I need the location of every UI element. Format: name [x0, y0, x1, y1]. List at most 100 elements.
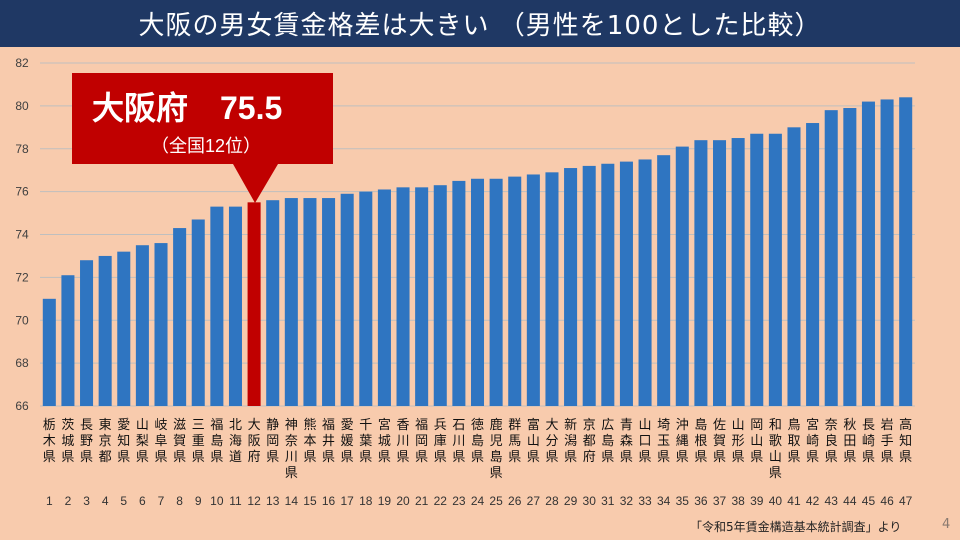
y-tick-label: 82 [15, 56, 29, 70]
bar [861, 101, 875, 407]
callout-sub: （全国12位） [151, 136, 261, 156]
bar [452, 180, 466, 406]
x-tick-label: 長崎県 [862, 418, 875, 465]
bar [731, 138, 745, 406]
x-tick-label: 宮崎県 [806, 417, 819, 465]
bar [322, 198, 336, 406]
rank-label: 29 [564, 494, 578, 508]
x-axis-labels: 栃木県茨城県長野県東京都愛知県山梨県岐阜県滋賀県三重県福島県北海道大阪府静岡県神… [43, 417, 912, 481]
x-tick-label: 香川県 [397, 418, 410, 465]
y-tick-label: 76 [15, 185, 29, 199]
rank-label: 38 [731, 494, 745, 508]
rank-label: 23 [452, 494, 466, 508]
x-tick-label: 岩手県 [881, 418, 894, 465]
bar [787, 127, 801, 406]
rank-label: 22 [434, 494, 448, 508]
bar [768, 133, 782, 406]
bar [433, 185, 447, 406]
bar [526, 174, 540, 406]
x-tick-label: 青森県 [620, 418, 633, 465]
bar [340, 193, 354, 406]
rank-label: 19 [378, 494, 392, 508]
x-tick-label: 山梨県 [136, 418, 149, 465]
rank-label: 26 [508, 494, 522, 508]
bar [377, 189, 391, 406]
bar [98, 255, 112, 406]
bar [173, 228, 187, 406]
x-tick-label: 福井県 [322, 418, 335, 465]
rank-label: 30 [583, 494, 597, 508]
rank-label: 8 [176, 494, 183, 508]
x-tick-label: 神奈川県 [285, 418, 298, 481]
rank-label: 47 [899, 494, 913, 508]
rank-label: 40 [769, 494, 783, 508]
bar [415, 187, 429, 406]
y-tick-label: 68 [15, 356, 29, 370]
source-note: 「令和5年賃金構造基本統計調査」より [690, 520, 902, 534]
y-tick-label: 72 [15, 270, 29, 284]
bar [638, 159, 652, 406]
rank-label: 45 [862, 494, 876, 508]
rank-label: 43 [825, 494, 839, 508]
x-tick-label: 群馬県 [508, 418, 521, 465]
bar [843, 108, 857, 407]
bar [545, 172, 559, 406]
x-tick-label: 宮城県 [378, 417, 391, 465]
rank-label: 44 [843, 494, 857, 508]
bar [713, 140, 727, 407]
bar [80, 260, 94, 406]
x-tick-label: 和歌山県 [769, 418, 782, 481]
bar [880, 99, 894, 406]
bar [266, 200, 280, 406]
bar [247, 202, 261, 406]
rank-label: 13 [266, 494, 280, 508]
rank-label: 24 [471, 494, 485, 508]
bar [675, 146, 689, 406]
x-tick-label: 大分県 [545, 418, 558, 465]
bar [694, 140, 708, 407]
rank-label: 9 [195, 494, 202, 508]
rank-label: 46 [880, 494, 894, 508]
x-tick-label: 奈良県 [825, 418, 838, 465]
x-tick-label: 茨城県 [61, 418, 74, 465]
x-tick-label: 広島県 [601, 418, 614, 465]
rank-label: 39 [750, 494, 764, 508]
rank-label: 36 [694, 494, 708, 508]
x-tick-label: 北海道 [229, 418, 242, 465]
rank-labels: 1 2 3 4 5 6 7 8 9 10 11 12 13 14 15 16 17 18 19 20 21 22 23 24 2… [46, 494, 913, 508]
x-tick-label: 秋田県 [843, 418, 856, 465]
bar [42, 298, 56, 406]
page-number: 4 [942, 517, 951, 532]
rank-label: 14 [285, 494, 299, 508]
bar [396, 187, 410, 406]
rank-label: 25 [489, 494, 503, 508]
x-tick-label: 滋賀県 [173, 418, 186, 465]
rank-label: 21 [415, 494, 429, 508]
rank-label: 7 [158, 494, 165, 508]
bar [117, 251, 131, 406]
bar [824, 110, 838, 406]
rank-label: 33 [638, 494, 652, 508]
rank-label: 16 [322, 494, 336, 508]
x-tick-label: 岐阜県 [155, 418, 168, 465]
bar [191, 219, 205, 406]
rank-label: 15 [303, 494, 317, 508]
bar [750, 133, 764, 406]
x-tick-label: 新潟県 [564, 417, 577, 465]
x-tick-label: 埼玉県 [657, 418, 670, 465]
bar [564, 168, 578, 406]
rank-label: 1 [46, 494, 53, 508]
bar [359, 191, 373, 406]
bar [470, 178, 485, 406]
slide-title: 大阪の男女賃金格差は大きい （男性を100とした比較） [0, 0, 960, 47]
bar [508, 176, 522, 406]
y-tick-label: 70 [15, 313, 29, 327]
bar [135, 245, 149, 406]
x-tick-label: 富山県 [527, 417, 540, 465]
rank-label: 35 [676, 494, 690, 508]
x-tick-label: 徳島県 [471, 418, 484, 465]
x-tick-label: 福岡県 [415, 418, 428, 465]
y-tick-label: 78 [15, 142, 29, 156]
rank-label: 2 [65, 494, 72, 508]
